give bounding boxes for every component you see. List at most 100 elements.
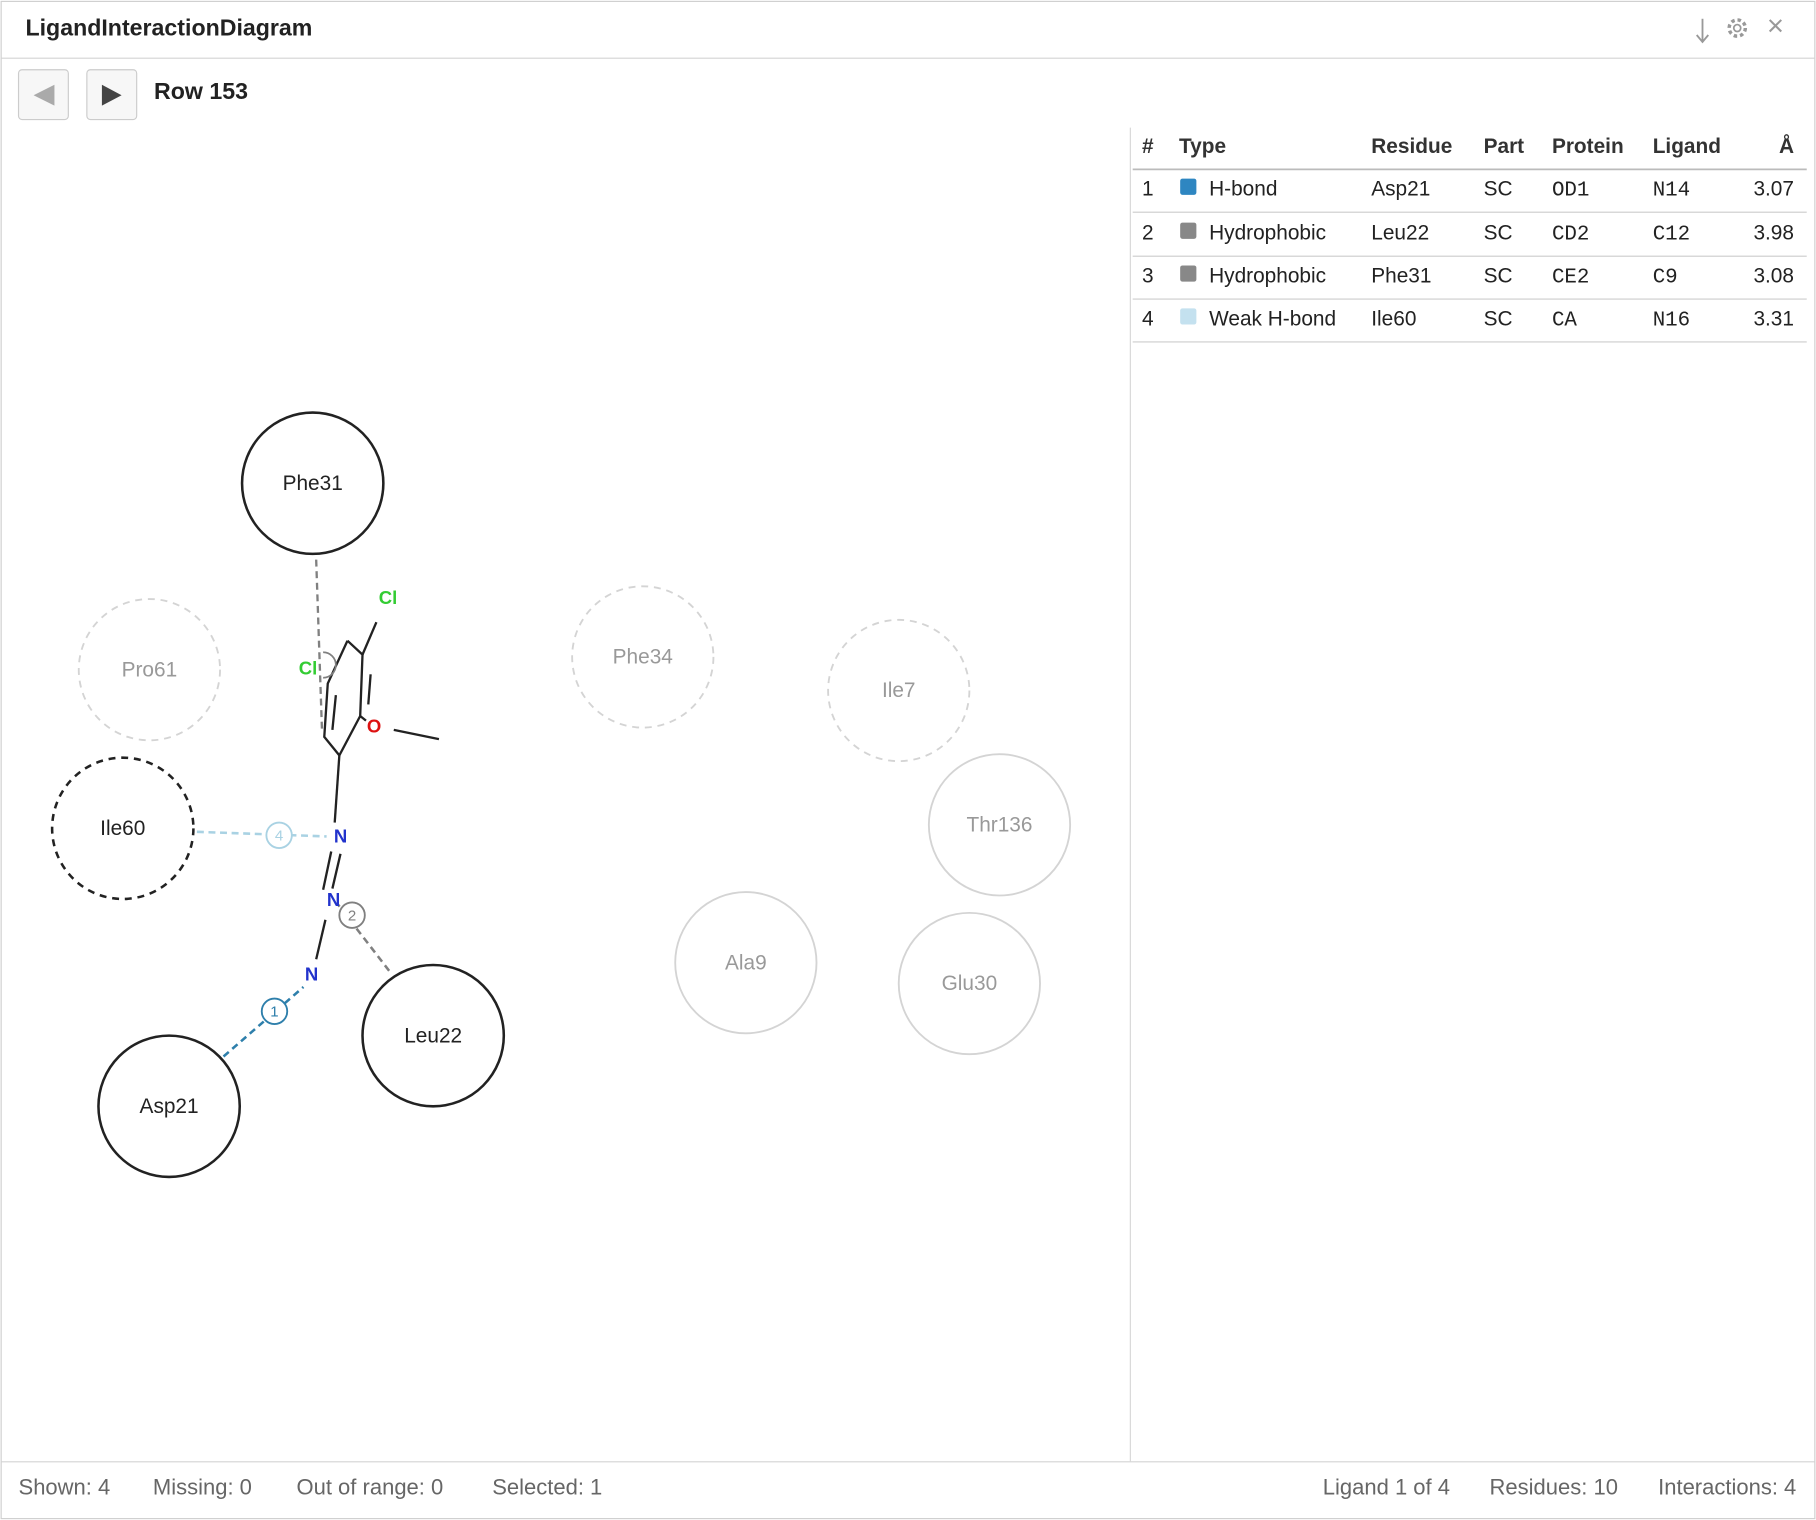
residue[interactable]: Phe31 <box>240 411 385 556</box>
table-cell: 3.98 <box>1753 222 1794 245</box>
status-item: Missing: 0 <box>153 1474 252 1499</box>
table-row[interactable]: 1 H-bond Asp21 SC OD1 N14 3.07 <box>1132 178 1807 213</box>
residue[interactable]: Asp21 <box>97 1034 242 1179</box>
table-cell: 3.31 <box>1753 307 1794 330</box>
table-cell: 1 <box>1142 178 1154 201</box>
residue-circle[interactable] <box>240 411 385 556</box>
type-swatch <box>1180 222 1197 239</box>
residue[interactable]: Glu30 <box>897 911 1041 1056</box>
close-icon[interactable] <box>1768 19 1782 33</box>
badge-number: 2 <box>348 907 356 924</box>
residue-label: Phe34 <box>613 646 673 669</box>
atom-label: Cl <box>299 658 318 679</box>
status-item: Residues: 10 <box>1490 1474 1618 1499</box>
residue-label: Glu30 <box>942 972 998 995</box>
table-cell: Hydrophobic <box>1209 265 1326 288</box>
residue[interactable]: Phe34 <box>571 585 715 729</box>
residue-label: Thr136 <box>966 814 1032 837</box>
residue-label: Asp21 <box>140 1095 199 1118</box>
table-cell: Weak H-bond <box>1209 307 1336 330</box>
residue-circle[interactable] <box>571 585 715 729</box>
download-icon[interactable] <box>1695 18 1710 44</box>
residue-label: Leu22 <box>404 1024 462 1047</box>
type-swatch <box>1180 308 1197 325</box>
atom-label: O <box>367 715 381 736</box>
column-header[interactable]: # <box>1142 135 1154 158</box>
table-cell: N14 <box>1653 180 1691 203</box>
residue-circle[interactable] <box>361 963 506 1108</box>
column-header[interactable]: Å <box>1779 134 1794 158</box>
residue[interactable]: Ile7 <box>827 618 971 763</box>
residue[interactable]: Thr136 <box>927 753 1072 897</box>
interaction-table: # Type Residue Part Protein Ligand Å 1 H-bond Asp… <box>1132 134 1807 343</box>
window-title: LigandInteractionDiagram <box>25 14 312 40</box>
column-header[interactable]: Residue <box>1371 135 1452 158</box>
settings-icon[interactable] <box>1727 18 1748 38</box>
atom-label: N <box>334 825 347 846</box>
column-header[interactable]: Type <box>1179 135 1226 158</box>
table-cell: H-bond <box>1209 178 1277 201</box>
table-cell: SC <box>1484 222 1513 245</box>
residue-label: Phe31 <box>283 472 343 495</box>
table-row[interactable]: 3 Hydrophobic Phe31 SC CE2 C9 3.08 <box>1132 265 1807 300</box>
interaction-line <box>196 830 327 838</box>
atom-label: Cl <box>379 587 398 608</box>
residue-label: Pro61 <box>122 658 178 681</box>
residue[interactable]: Pro61 <box>77 598 221 742</box>
status-item: Ligand 1 of 4 <box>1323 1474 1450 1499</box>
table-cell: 3.07 <box>1753 178 1794 201</box>
contact-marker <box>323 651 337 679</box>
residue-circle[interactable] <box>97 1034 242 1179</box>
table-cell: Asp21 <box>1371 178 1430 201</box>
table-cell: SC <box>1484 307 1513 330</box>
residue-circle[interactable] <box>927 753 1072 897</box>
column-header[interactable]: Ligand <box>1653 135 1721 158</box>
table-row[interactable]: 4 Weak H-bond Ile60 SC CA N16 3.31 <box>1132 307 1807 343</box>
badge-number: 1 <box>270 1003 278 1020</box>
table-cell: 4 <box>1142 307 1154 330</box>
column-header[interactable]: Part <box>1484 135 1525 158</box>
table-cell: 3.08 <box>1753 265 1794 288</box>
next-button[interactable] <box>86 69 138 121</box>
ligand-bonds <box>315 621 440 960</box>
table-cell: SC <box>1484 265 1513 288</box>
residue-circle[interactable] <box>50 756 195 901</box>
residue-circle[interactable] <box>897 911 1041 1056</box>
residue-label: Ile7 <box>882 679 916 702</box>
table-cell: CD2 <box>1552 224 1590 247</box>
table-cell: C12 <box>1653 224 1691 247</box>
table-cell: Hydrophobic <box>1209 222 1326 245</box>
table-cell: CA <box>1552 309 1577 332</box>
residue-circle[interactable] <box>77 598 221 742</box>
residue-circle[interactable] <box>827 618 971 763</box>
residue[interactable]: Leu22 <box>361 963 506 1108</box>
column-header[interactable]: Protein <box>1552 135 1624 158</box>
status-bar: Shown: 4 Missing: 0 Out of range: 0 Selecte… <box>19 1474 1797 1499</box>
prev-button[interactable] <box>17 69 69 121</box>
contact-line <box>315 559 324 730</box>
residue[interactable]: Ala9 <box>674 891 818 1035</box>
type-swatch <box>1180 178 1197 195</box>
interaction-diagram: 1 2 4 Phe31 Pro61 Phe34 Ile7 Thr136 Ile60 Ala9 Glu… <box>50 411 1072 1179</box>
row-label: Row 153 <box>154 78 248 104</box>
table-cell: N16 <box>1653 309 1691 332</box>
table-cell: Ile60 <box>1371 307 1416 330</box>
interaction-badge <box>265 821 293 849</box>
table-cell: 2 <box>1142 222 1154 245</box>
table-cell: CE2 <box>1552 267 1590 290</box>
residue-circle[interactable] <box>674 891 818 1035</box>
table-cell: SC <box>1484 178 1513 201</box>
residue-label: Ala9 <box>725 951 767 974</box>
table-cell: C9 <box>1653 267 1678 290</box>
interaction-line <box>222 986 305 1058</box>
residue[interactable]: Ile60 <box>50 756 195 901</box>
status-item: Out of range: 0 <box>296 1474 443 1499</box>
table-cell: 3 <box>1142 265 1154 288</box>
table-cell: OD1 <box>1552 180 1590 203</box>
interaction-badge <box>338 901 366 929</box>
table-row[interactable]: 2 Hydrophobic Leu22 SC CD2 C12 3.98 <box>1132 222 1807 257</box>
atom-label: N <box>305 963 318 984</box>
table-cell: Phe31 <box>1371 265 1431 288</box>
status-item: Shown: 4 <box>19 1474 111 1499</box>
